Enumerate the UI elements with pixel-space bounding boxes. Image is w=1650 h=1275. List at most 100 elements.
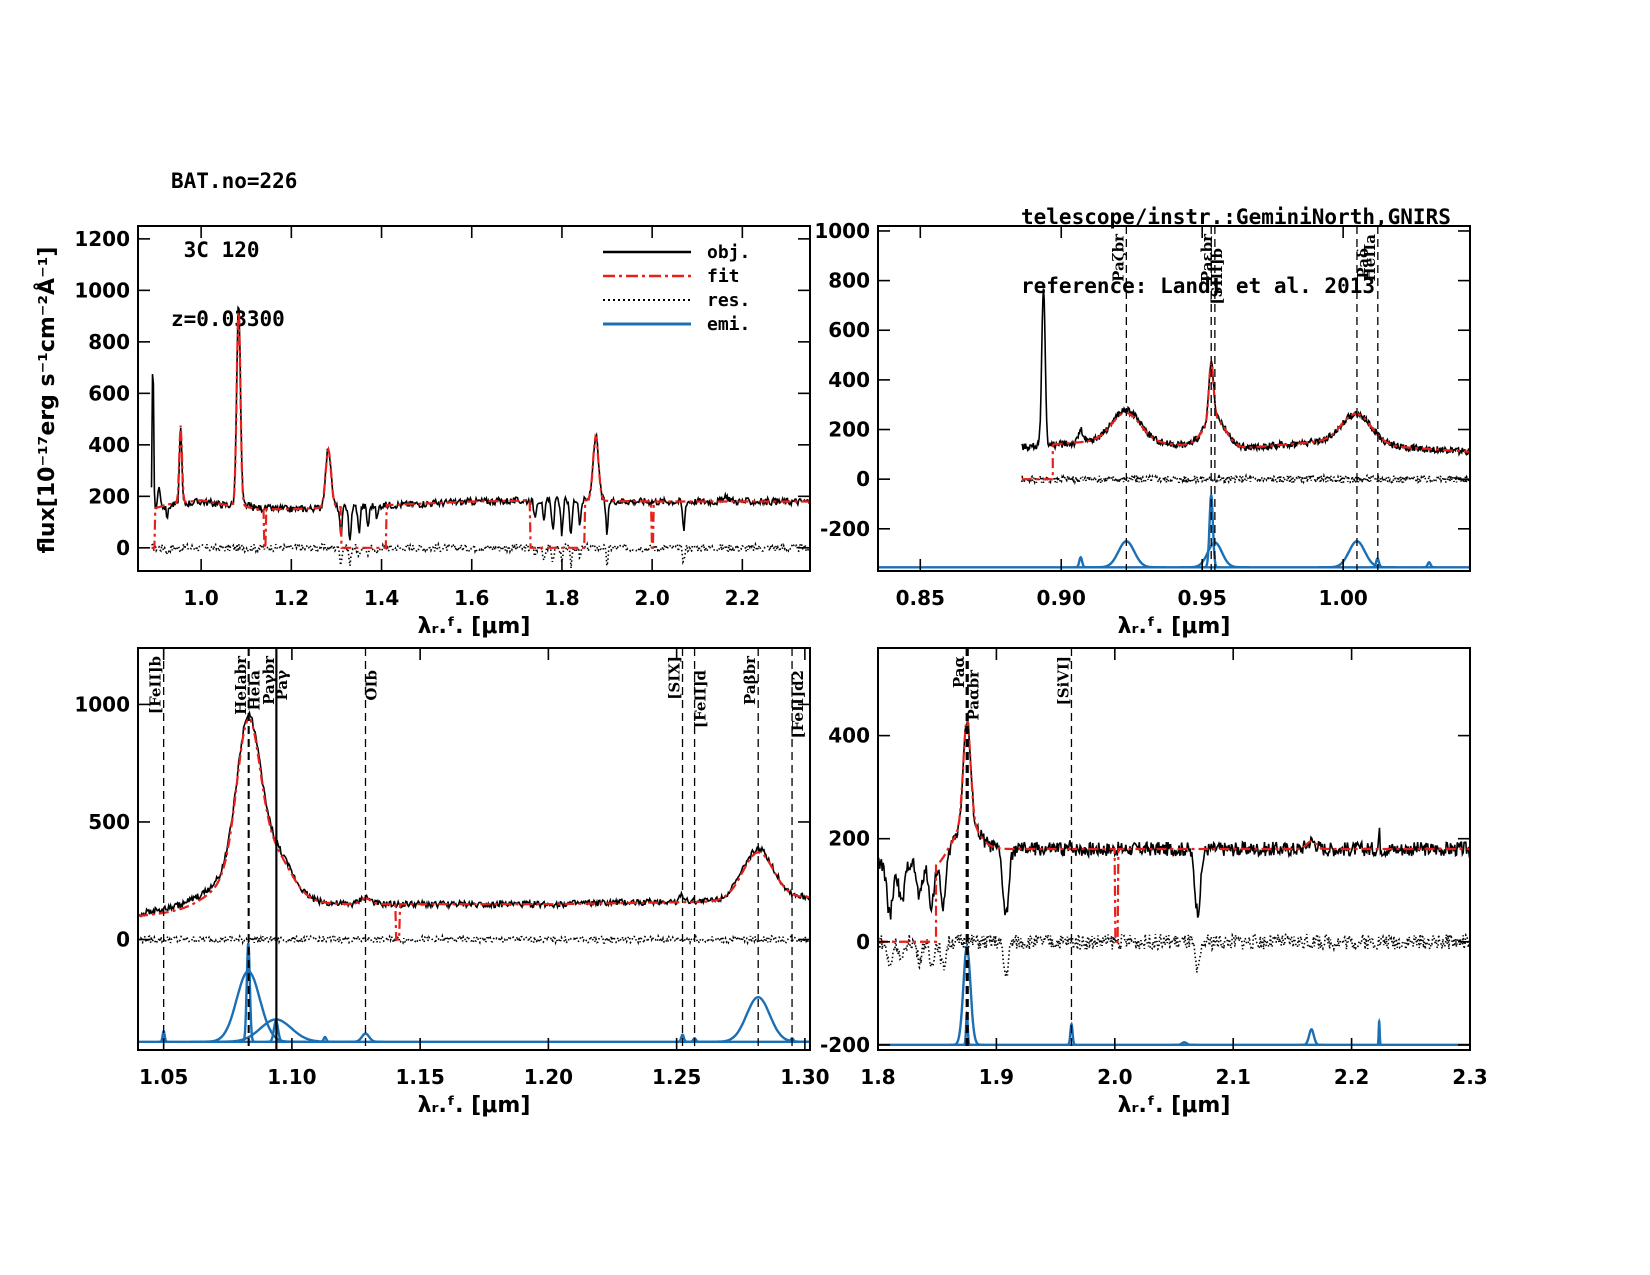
line-marker-label: Paεbr [1198, 233, 1216, 282]
legend-emi-label: emi. [707, 314, 750, 335]
plot-frame [877, 225, 1471, 572]
line-marker-label: [FeII]d [692, 669, 710, 728]
x-tick-label: 1.9 [979, 1065, 1014, 1089]
y-tick-label: 0 [116, 928, 130, 952]
x-tick-label: 0.85 [896, 586, 945, 610]
legend-res-label: res. [707, 290, 750, 311]
x-tick-label: 1.00 [1318, 586, 1367, 610]
line-marker-label: Paαbr [965, 669, 983, 721]
overview-panel: 1.0 1.2 1.4 1.6 1.8 2.0 2.2 0 200 400 600 800 1000 12… [74, 225, 811, 639]
x-tick-label: 1.10 [267, 1065, 316, 1089]
object-spectrum-series [150, 305, 810, 541]
y-axis-label: flux[10⁻¹⁷erg s⁻¹cm⁻²Å⁻¹] [34, 247, 60, 554]
legend-fit-label: fit [707, 266, 740, 287]
header-reference: reference: Landt et al. 2013 [1021, 274, 1376, 298]
residual-series [138, 933, 810, 946]
plot-area [138, 710, 810, 1044]
x-tick-label: 2.3 [1452, 1065, 1487, 1089]
y-tick-label: 600 [88, 381, 130, 405]
x-tick-label: 1.8 [544, 586, 579, 610]
object-spectrum-series [138, 710, 810, 918]
residual-series [1021, 472, 1470, 486]
plot-frame [877, 647, 1471, 1051]
line-marker-label: OIb [363, 670, 381, 701]
y-tick-label: 1000 [814, 219, 870, 243]
x-axis-label: λᵣ.ᶠ. [μm] [1118, 1093, 1231, 1118]
header-telescope: telescope/instr.:GeminiNorth,GNIRS [1021, 205, 1451, 229]
x-tick-label: 1.8 [860, 1065, 895, 1089]
emission-component [700, 995, 810, 1044]
x-tick-label: 1.2 [274, 586, 309, 610]
header-bat-number: BAT.no=226 [171, 169, 298, 193]
x-axis-label: λᵣ.ᶠ. [μm] [418, 1093, 531, 1118]
fit-start-segment [1021, 444, 1054, 481]
fit-series [138, 717, 810, 941]
line-marker-label: [FeII]b [147, 656, 165, 714]
residual-series [151, 541, 810, 569]
x-tick-label: 1.05 [139, 1065, 188, 1089]
line-marker-label: Paα [950, 656, 968, 689]
x-axis-label: λᵣ.ᶠ. [μm] [418, 614, 531, 639]
x-tick-label: 2.0 [1097, 1065, 1132, 1089]
line-marker-label: [SIII]b [1208, 248, 1226, 305]
y-tick-label: -200 [820, 1033, 870, 1057]
legend: obj. fit res. emi. [603, 242, 750, 335]
fit-start-segment [878, 864, 938, 943]
y-tick-label: 800 [88, 330, 130, 354]
line-marker-label: HeIa [245, 670, 263, 711]
line-marker-label: HeIIa [1361, 234, 1379, 282]
x-tick-label: 0.95 [1178, 586, 1227, 610]
header-redshift: z=0.03300 [171, 307, 285, 331]
x-tick-label: 1.15 [395, 1065, 444, 1089]
y-tick-label: 0 [116, 536, 130, 560]
x-tick-label: 1.4 [364, 586, 399, 610]
y-tick-label: 200 [88, 484, 130, 508]
emission-component [1299, 1028, 1324, 1047]
y-tick-label: 1000 [74, 278, 130, 302]
y-tick-label: 200 [828, 827, 870, 851]
line-marker-label: HeIabr [232, 655, 250, 715]
fit-series [938, 716, 1470, 943]
y-tick-label: 1000 [74, 692, 130, 716]
x-tick-label: 2.2 [1334, 1065, 1369, 1089]
legend-obj-label: obj. [707, 242, 750, 263]
header-object-name: 3C 120 [171, 238, 260, 262]
y-tick-label: 0 [856, 930, 870, 954]
x-tick-label: 1.6 [454, 586, 489, 610]
plot-frame [137, 225, 811, 572]
y-tick-label: 500 [88, 810, 130, 834]
x-tick-label: 1.25 [652, 1065, 701, 1089]
x-tick-label: 2.0 [634, 586, 669, 610]
x-tick-label: 1.30 [780, 1065, 829, 1089]
y-tick-label: 800 [828, 269, 870, 293]
x-tick-label: 2.2 [725, 586, 760, 610]
x-tick-label: 1.20 [524, 1065, 573, 1089]
line-marker-label: [SiVI] [1054, 656, 1072, 705]
y-tick-label: 400 [828, 368, 870, 392]
emission-component [1376, 1017, 1382, 1047]
object-spectrum-series [1021, 288, 1470, 457]
plot-area [878, 288, 1470, 569]
fit-series [151, 308, 810, 549]
x-tick-label: 1.0 [183, 586, 218, 610]
plot-area [150, 305, 810, 569]
y-tick-label: -200 [820, 517, 870, 541]
line-marker-label: Paγbr [260, 655, 278, 705]
emission-component [1073, 555, 1088, 569]
x-tick-label: 0.90 [1037, 586, 1086, 610]
line-marker-label: Paβbr [741, 655, 759, 705]
residual-series [878, 931, 1470, 978]
y-tick-label: 600 [828, 318, 870, 342]
y-tick-label: 200 [828, 418, 870, 442]
y-tick-label: 0 [856, 467, 870, 491]
line-marker-label: [SIX] [666, 656, 684, 700]
line-marker-label: Paζbr [1109, 233, 1127, 282]
x-axis-label: λᵣ.ᶠ. [μm] [1118, 614, 1231, 639]
line-marker-label: Paδ [1354, 248, 1372, 279]
plot-area [878, 716, 1470, 1047]
y-tick-label: 1200 [74, 227, 130, 251]
